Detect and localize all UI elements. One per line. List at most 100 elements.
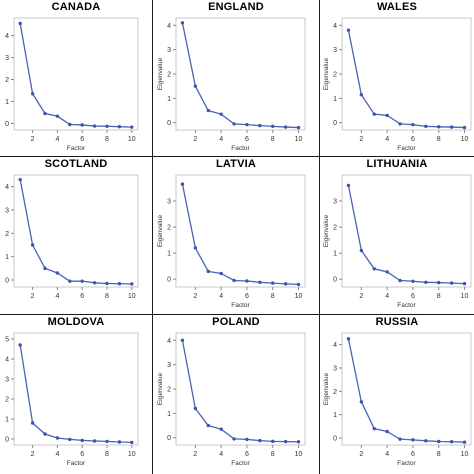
plot-frame xyxy=(13,174,139,288)
chart-canvas: 0 1 2 3 4 2 4 6 8 10 Factor Eigenvalue xyxy=(323,332,472,467)
data-point xyxy=(80,279,84,283)
y-tick-label: 4 xyxy=(333,23,337,30)
data-point xyxy=(219,271,223,276)
x-tick-label: 6 xyxy=(245,451,249,458)
x-tick-label: 10 xyxy=(128,293,136,300)
data-point xyxy=(385,429,389,434)
data-point xyxy=(130,440,134,445)
data-point xyxy=(271,281,275,285)
data-point xyxy=(411,122,415,127)
x-tick-label: 4 xyxy=(385,293,389,300)
y-tick-label: 1 xyxy=(333,251,337,258)
y-tick-label: 4 xyxy=(167,23,171,30)
data-point xyxy=(398,278,402,283)
x-axis-label: Factor xyxy=(231,460,250,467)
data-point xyxy=(424,124,428,129)
panel-title: POLAND xyxy=(212,316,260,328)
y-tick-label: 0 xyxy=(5,121,9,128)
data-point xyxy=(232,437,236,441)
data-point xyxy=(462,440,467,444)
data-point xyxy=(385,113,389,118)
x-tick-label: 10 xyxy=(128,136,136,143)
x-tick-label: 8 xyxy=(437,293,441,300)
x-tick-label: 10 xyxy=(295,136,303,143)
data-point xyxy=(462,125,467,130)
data-point xyxy=(359,92,364,97)
panel-england: ENGLAND 0 1 2 3 4 2 4 6 8 10 Factor Eigenvalue xyxy=(153,0,319,156)
y-tick-label: 4 xyxy=(5,357,9,364)
chart-canvas: 0 1 2 3 2 4 6 8 10 Factor Eigenvalue xyxy=(157,174,306,309)
y-tick-label: 4 xyxy=(167,338,171,345)
x-tick-label: 6 xyxy=(245,293,249,300)
y-tick-label: 1 xyxy=(167,411,171,418)
x-axis-label: Factor xyxy=(397,145,416,152)
data-point xyxy=(437,439,441,444)
data-point xyxy=(385,270,389,274)
x-tick-label: 6 xyxy=(411,451,415,458)
x-tick-label: 2 xyxy=(359,293,363,300)
data-point xyxy=(43,432,47,436)
y-tick-label: 3 xyxy=(5,377,9,384)
y-tick-label: 1 xyxy=(5,99,9,106)
x-tick-label: 8 xyxy=(437,136,441,143)
panel-title: ENGLAND xyxy=(208,1,264,13)
chart-canvas: 0 1 2 3 4 2 4 6 8 10 xyxy=(5,174,139,300)
data-point xyxy=(18,177,22,182)
x-tick-label: 6 xyxy=(80,293,84,300)
data-point xyxy=(193,406,198,411)
x-tick-label: 4 xyxy=(55,293,59,300)
x-tick-label: 4 xyxy=(219,136,223,143)
data-point xyxy=(105,281,109,286)
x-tick-label: 6 xyxy=(80,451,84,458)
panel-title: MOLDOVA xyxy=(47,316,105,328)
data-point xyxy=(271,439,275,444)
x-tick-label: 2 xyxy=(359,451,363,458)
x-axis-label: Factor xyxy=(231,302,250,309)
x-tick-label: 6 xyxy=(411,136,415,143)
data-point xyxy=(68,437,72,442)
y-tick-label: 3 xyxy=(5,208,9,215)
chart-canvas: 0 1 2 3 4 2 4 6 8 10 Factor Eigenvalue xyxy=(157,332,306,467)
panel-lithuania: LITHUANIA 0 1 2 3 2 4 6 8 10 Factor Eigenvalue xyxy=(320,157,474,314)
y-axis-label: Eigenvalue xyxy=(157,58,164,91)
x-tick-label: 4 xyxy=(385,136,389,143)
x-tick-label: 10 xyxy=(461,136,469,143)
plot-frame xyxy=(341,17,472,131)
data-point xyxy=(80,123,84,127)
y-axis-label: Eigenvalue xyxy=(323,215,330,248)
data-point xyxy=(130,282,134,286)
panel-title: WALES xyxy=(376,1,418,13)
x-tick-label: 8 xyxy=(271,451,275,458)
y-tick-label: 5 xyxy=(5,337,9,344)
series-line xyxy=(181,340,299,443)
x-tick-label: 4 xyxy=(219,451,223,458)
y-axis-label: Eigenvalue xyxy=(323,58,330,91)
data-point xyxy=(346,183,351,188)
y-tick-label: 4 xyxy=(5,184,9,191)
data-point xyxy=(346,337,351,341)
data-point xyxy=(117,282,122,286)
y-tick-label: 2 xyxy=(333,389,337,396)
panel-moldova: MOLDOVA 0 1 2 3 4 5 2 4 6 8 10 Factor xyxy=(0,315,152,474)
y-tick-label: 3 xyxy=(167,362,171,369)
plot-frame xyxy=(341,332,472,446)
x-axis-label: Factor xyxy=(67,145,86,152)
x-tick-label: 4 xyxy=(219,293,223,300)
x-tick-label: 8 xyxy=(105,451,109,458)
x-axis-label: Factor xyxy=(397,302,416,309)
data-point xyxy=(105,124,109,128)
data-point xyxy=(283,439,288,444)
data-point xyxy=(462,281,467,286)
y-tick-label: 2 xyxy=(5,231,9,238)
grid-divider xyxy=(319,0,320,474)
x-axis-label: Factor xyxy=(67,460,86,467)
series-line xyxy=(181,183,299,286)
data-point xyxy=(398,122,402,126)
x-tick-label: 2 xyxy=(193,293,197,300)
data-point xyxy=(449,125,454,129)
y-tick-label: 2 xyxy=(5,397,9,404)
y-axis-label: Eigenvalue xyxy=(157,215,164,248)
y-tick-label: 0 xyxy=(333,436,337,443)
data-point xyxy=(411,279,415,283)
y-tick-label: 0 xyxy=(5,278,9,285)
